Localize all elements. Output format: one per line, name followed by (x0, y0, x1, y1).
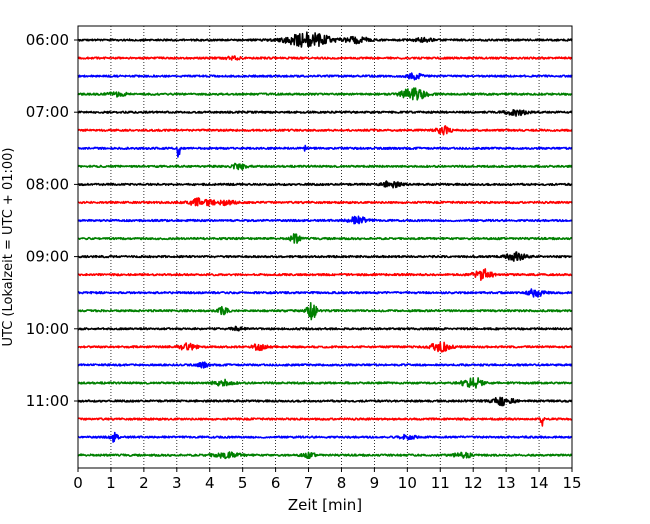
x-tick-label: 10 (398, 474, 417, 492)
x-tick-label: 7 (304, 474, 314, 492)
seismic-trace (77, 301, 573, 321)
y-axis-ticks: 06:00 07:00 08:00 09:00 10:00 11:00 (26, 31, 78, 410)
seismic-trace (77, 162, 573, 171)
seismic-trace (77, 451, 573, 460)
y-tick-label: 08:00 (26, 175, 69, 193)
seismic-trace (77, 251, 573, 262)
y-tick-label: 09:00 (26, 248, 69, 266)
seismic-trace (77, 377, 573, 389)
seismic-trace (77, 417, 573, 427)
x-tick-label: 3 (172, 474, 182, 492)
seismic-trace (77, 197, 573, 207)
x-tick-label: 5 (238, 474, 248, 492)
x-tick-label: 1 (106, 474, 116, 492)
x-tick-label: 2 (139, 474, 149, 492)
x-tick-label: 15 (562, 474, 581, 492)
seismic-trace (77, 72, 573, 81)
seismic-trace (77, 109, 573, 117)
x-axis-ticks: 0 1 2 3 4 5 6 7 8 9 10 11 12 13 14 15 (73, 468, 582, 492)
x-tick-label: 8 (337, 474, 347, 492)
seismic-trace (77, 31, 573, 48)
y-axis-label: UTC (Lokalzeit = UTC + 01:00) (1, 148, 16, 347)
seismic-trace (77, 125, 573, 136)
seismic-trace (77, 87, 573, 101)
trace-layer (77, 31, 573, 460)
y-tick-label: 07:00 (26, 103, 69, 121)
plot-frame (77, 25, 573, 469)
x-tick-label: 4 (205, 474, 215, 492)
x-axis-label: Zeit [min] (288, 496, 362, 514)
seismic-trace (77, 341, 573, 353)
x-tick-label: 9 (370, 474, 380, 492)
seismic-trace (77, 144, 573, 158)
seismic-trace (77, 215, 573, 225)
y-tick-label: 11:00 (26, 392, 69, 410)
seismic-trace (77, 233, 573, 244)
x-tick-label: 6 (271, 474, 281, 492)
seismic-trace (77, 325, 573, 332)
y-tick-label: 10:00 (26, 320, 69, 338)
seismic-trace (77, 288, 573, 298)
seismic-trace (77, 431, 573, 443)
seismic-trace (77, 180, 573, 189)
x-tick-label: 13 (497, 474, 516, 492)
x-tick-label: 11 (431, 474, 450, 492)
seismic-trace (77, 55, 573, 61)
x-tick-label: 12 (464, 474, 483, 492)
x-tick-label: 14 (530, 474, 549, 492)
x-tick-label: 0 (73, 474, 83, 492)
seismic-trace (77, 268, 573, 281)
seismic-trace (77, 361, 573, 369)
y-tick-label: 06:00 (26, 31, 69, 49)
seismic-trace (77, 396, 573, 407)
